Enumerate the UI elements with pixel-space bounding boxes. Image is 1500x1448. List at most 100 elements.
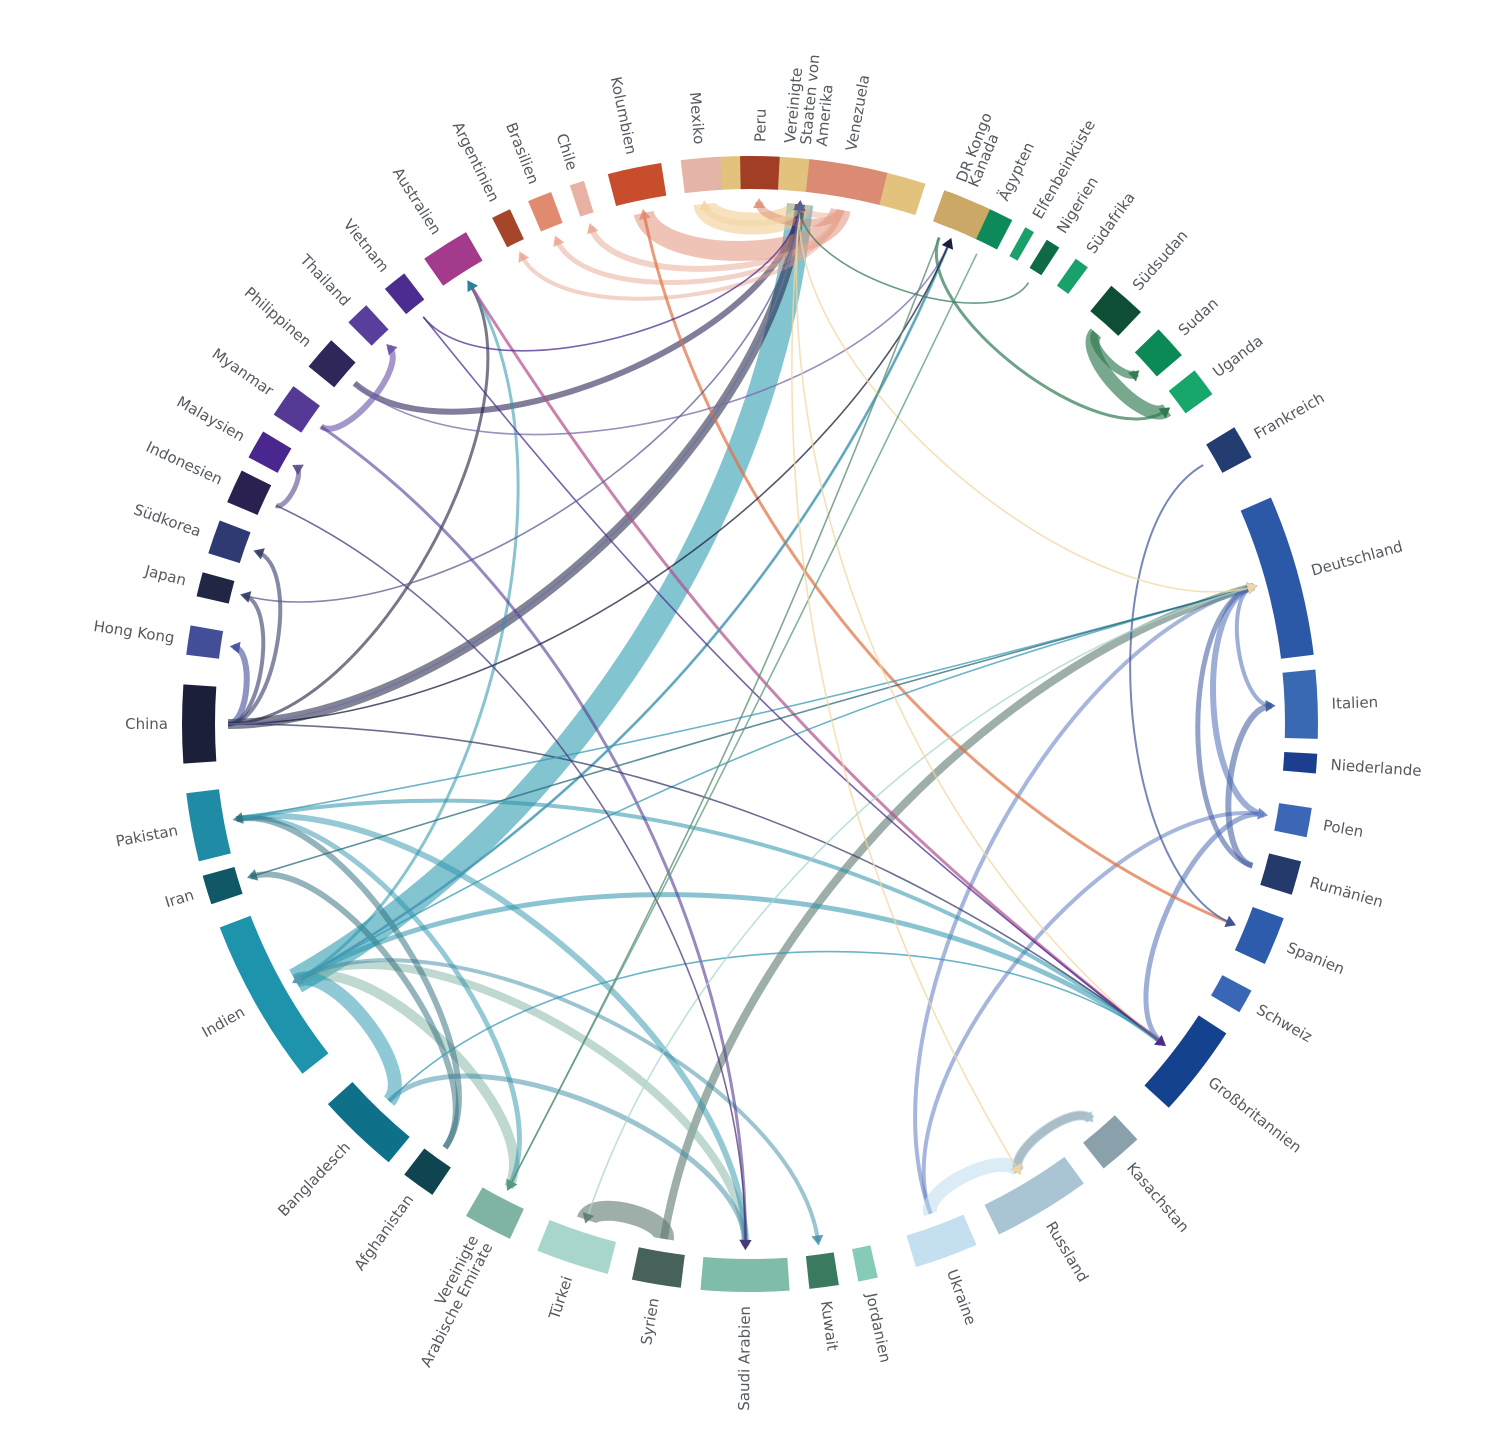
label-line: Peru [751,109,770,143]
arc-mexiko [680,156,723,193]
flow-vietnam-usa [422,204,801,352]
arc-vietnam [384,273,425,315]
label-line: China [125,715,168,733]
arrowhead [292,972,304,984]
label-australien: Australien [389,164,445,238]
flow-usa-grossbritannien [795,204,1164,1045]
flow-polen-grossbritannien [1143,811,1265,1046]
label-indien: Indien [199,1003,248,1041]
arrowhead [232,812,244,824]
label-line: Iran [163,886,196,912]
arrowhead [253,548,265,560]
label-line: Ägypten [994,139,1038,204]
arc-russland [984,1156,1084,1235]
label-spanien: Spanien [1284,938,1347,978]
label-kolumbien: Kolumbien [607,75,641,156]
label-bangladesch: Bangladesch [274,1138,354,1220]
flow-china-suedkorea [227,550,283,726]
flow-polen-deutschland [1210,583,1265,818]
flow-pakistan-grossbritannien [236,798,1164,1046]
label-peru: Peru [751,109,770,143]
arrowhead [240,591,252,603]
arc-argentinien [492,209,524,248]
arrowhead [586,223,599,235]
arc-vae [466,1187,524,1239]
arrowhead [1265,699,1276,712]
label-italien: Italien [1331,693,1378,713]
flow-usa-mexiko [701,202,804,227]
flow-indonesien-malaysien [274,464,302,509]
flow-indien-usa [289,203,813,993]
flow-indien-grossbritannien [294,892,1165,1046]
label-schweiz: Schweiz [1253,1001,1315,1047]
arrowhead [1082,1110,1094,1123]
label-line: Türkei [545,1274,576,1323]
label-line: Myanmar [209,345,278,400]
arc-myanmar [273,386,320,433]
flow-ukraine-deutschland [913,584,1255,1215]
flow-iran-deutschland [250,585,1254,878]
label-russland: Russland [1042,1218,1092,1285]
arc-iran [202,866,243,905]
label-chile: Chile [553,131,582,172]
flow-venezuela-brasilien [554,209,844,285]
flow-indien-kanada [295,241,951,982]
flow-nigerien-usa [799,204,1030,304]
label-line: Chile [553,131,582,172]
label-japan: Japan [142,561,188,589]
label-line: Kasachstan [1123,1159,1193,1236]
label-iran: Iran [163,886,196,912]
arc-china [181,684,217,764]
flow-syrien-tuerkei [577,1200,674,1241]
flow-aegypten-vae [508,253,978,1188]
flow-china-grossbritannien [227,723,1164,1045]
label-syrien: Syrien [637,1297,663,1347]
arrowhead [553,235,565,247]
flow-bangladesch-indien [292,971,402,1106]
label-frankreich: Frankreich [1251,389,1328,443]
arc-peru [740,155,780,190]
label-deutschland: Deutschland [1309,537,1405,579]
label-line: Indien [199,1003,248,1041]
arc-deutschland [1240,497,1314,659]
arc-frankreich [1206,427,1252,473]
arc-nigerien [1029,239,1060,276]
label-line: Sudan [1175,294,1222,339]
arc-ukraine [906,1214,977,1268]
arc-suedafrika [1056,258,1088,294]
label-myanmar: Myanmar [209,345,278,400]
label-line: Südkorea [131,500,203,540]
label-line: Argentinien [449,119,503,205]
flow-australien-grossbritannien [468,282,1164,1045]
label-line: Venezuela [842,73,873,152]
flow-usa-russland [791,204,1020,1172]
flow-pakistan-deutschland [236,585,1254,820]
arc-pakistan [186,789,231,862]
label-vietnam: Vietnam [340,216,393,276]
label-line: Philippinen [241,283,315,351]
label-niederlande: Niederlande [1330,756,1422,780]
label-afghanistan: Afghanistan [350,1191,417,1274]
flow-china-australien [227,282,490,726]
flow-usa-deutschland [798,204,1254,593]
label-saudiarabien: Saudi Arabien [735,1306,754,1411]
arc-kasachstan [1083,1115,1138,1169]
label-tuerkei: Türkei [545,1274,576,1323]
flow-myanmar-saudiarabien [320,425,747,1246]
label-line: Brasilien [502,120,543,187]
label-line: Afghanistan [350,1191,417,1274]
label-mexiko: Mexiko [686,91,708,145]
arc-indien [219,915,329,1074]
arrowhead [518,251,530,263]
arc-kanada [932,190,991,240]
label-argentinien: Argentinien [449,119,503,205]
label-rumaenien: Rumänien [1308,873,1386,911]
flow-philippinen-kanada [354,241,951,436]
arrowhead [1127,370,1140,382]
arrowhead [467,280,478,293]
arc-japan [196,572,235,604]
flow-bangladesch-saudiarabien [387,1073,748,1246]
label-pakistan: Pakistan [114,821,179,850]
label-line: Uganda [1209,332,1266,381]
flow-venezuela-argentinien [519,209,843,301]
